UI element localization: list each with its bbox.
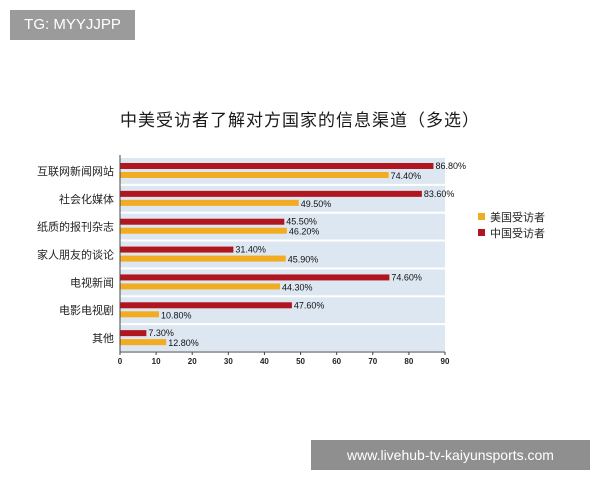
value-label-china: 31.40%	[235, 245, 266, 255]
row-band	[120, 325, 445, 351]
value-label-usa: 44.30%	[282, 282, 313, 292]
row-band	[120, 213, 445, 240]
x-tick-label: 90	[441, 357, 450, 366]
category-label: 社会化媒体	[59, 192, 114, 206]
bar-china	[120, 246, 234, 253]
bar-china	[120, 302, 292, 309]
x-tick-label: 50	[296, 357, 305, 366]
bar-usa	[120, 227, 287, 234]
bars	[120, 163, 434, 346]
category-label: 电影电视剧	[59, 303, 114, 317]
x-axis: 0 10 20 30 40 50 60 70 80 90	[118, 155, 450, 366]
category-label: 互联网新闻网站	[37, 164, 114, 178]
bar-usa	[120, 339, 167, 346]
category-label: 家人朋友的谈论	[37, 248, 114, 262]
watermark-top-left: TG: MYYJJPP	[10, 10, 135, 40]
bar-china	[120, 274, 390, 281]
x-tick-label: 20	[188, 357, 197, 366]
value-label-china: 74.60%	[391, 272, 422, 282]
value-label-china: 86.80%	[435, 161, 466, 171]
x-tick-label: 40	[260, 357, 269, 366]
value-label-usa: 74.40%	[391, 171, 422, 181]
chart-title: 中美受访者了解对方国家的信息渠道（多选）	[120, 111, 480, 131]
row-band	[120, 241, 445, 268]
row-band	[120, 297, 445, 324]
bar-usa	[120, 172, 389, 178]
legend-label: 美国受访者	[490, 211, 545, 224]
x-tick-label: 80	[404, 357, 413, 366]
category-label: 电视新闻	[70, 275, 114, 289]
bar-usa	[120, 255, 286, 262]
legend-swatch	[478, 229, 485, 236]
x-tick-label: 30	[224, 357, 233, 366]
bar-usa	[120, 311, 159, 318]
category-label: 纸质的报刊杂志	[37, 220, 114, 234]
bar-china	[120, 190, 422, 197]
row-band	[120, 185, 445, 212]
bar-china	[120, 163, 434, 169]
bar-china	[120, 330, 147, 337]
value-label-china: 7.30%	[148, 328, 174, 338]
value-label-usa: 49.50%	[301, 199, 332, 209]
value-label-usa: 46.20%	[289, 227, 320, 237]
x-tick-label: 0	[118, 357, 123, 366]
value-labels: 86.80% 74.40%83.60% 49.50% 45.50%46.20% 31.4…	[148, 161, 466, 348]
category-label: 其他	[92, 332, 114, 345]
bar-usa	[120, 199, 299, 206]
bar-usa	[120, 283, 280, 290]
x-tick-label: 10	[152, 357, 161, 366]
value-label-china: 45.50%	[286, 217, 317, 227]
legend-swatch	[478, 213, 485, 220]
row-band	[120, 158, 445, 184]
watermark-bottom-right: www.livehub-tv-kaiyunsports.com	[311, 440, 590, 470]
x-tick-label: 60	[332, 357, 341, 366]
value-label-china: 47.60%	[294, 300, 325, 310]
value-label-usa: 12.80%	[168, 338, 199, 348]
value-label-usa: 10.80%	[161, 310, 192, 320]
value-label-china: 83.60%	[424, 189, 455, 199]
row-band	[120, 269, 445, 296]
bar-china	[120, 218, 285, 225]
row-bands	[120, 158, 445, 351]
value-label-usa: 45.90%	[288, 255, 319, 265]
x-tick-label: 70	[368, 357, 377, 366]
legend-label: 中国受访者	[490, 227, 545, 240]
